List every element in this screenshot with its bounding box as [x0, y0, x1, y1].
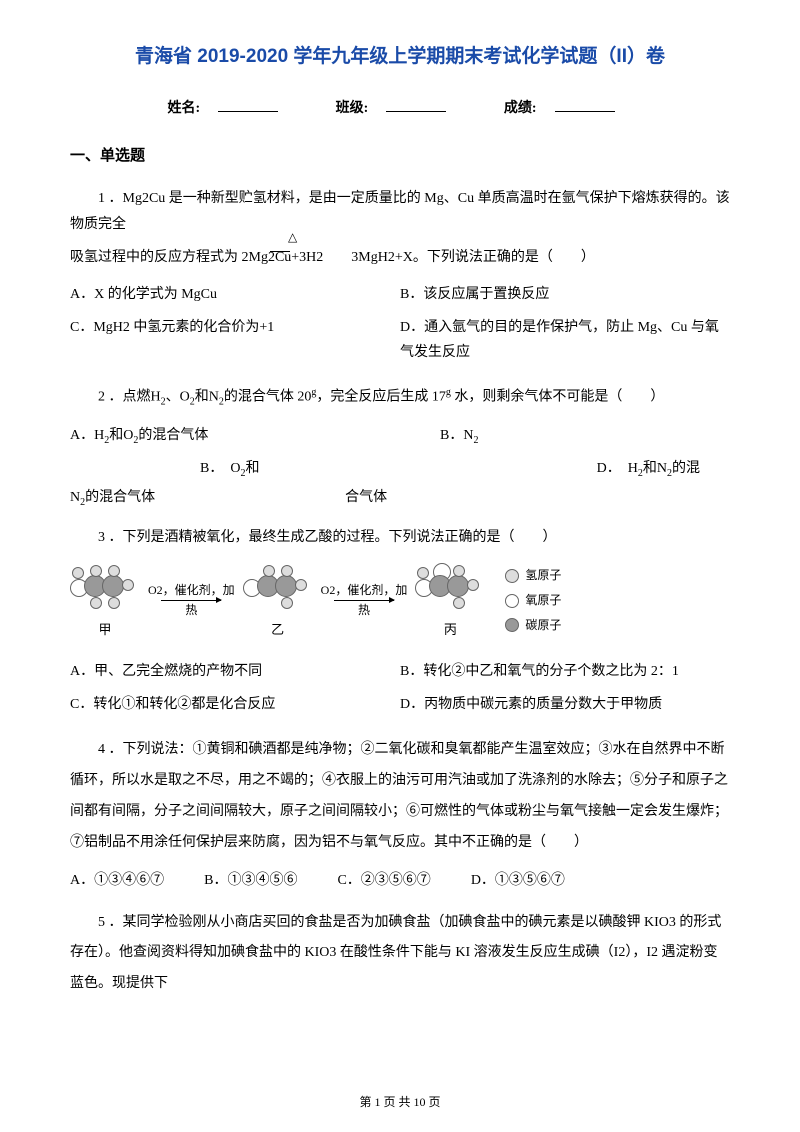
q4-options: A．①③④⑥⑦ B．①③④⑤⑥ C．②③⑤⑥⑦ D．①③⑤⑥⑦: [70, 868, 730, 893]
q3-opt-a: A．甲、乙完全燃烧的产物不同: [70, 655, 400, 688]
question-2: 2 ．点燃H2、O2和N2的混合气体 20g，完全反应后生成 17g 水，则剩余…: [70, 384, 730, 512]
q2-opt-b: B．N2: [400, 423, 730, 450]
q4-opt-d: D．①③⑤⑥⑦: [471, 868, 565, 893]
question-3: 3 ．下列是酒精被氧化，最终生成乙酸的过程。下列说法正确的是（ ） 甲 O2，催…: [70, 525, 730, 721]
q1-options: A．X 的化学式为 MgCu B．该反应属于置换反应 C．MgH2 中氢元素的化…: [70, 278, 730, 370]
name-blank: [218, 111, 278, 112]
arrow-1: O2，催化剂，加 热: [148, 583, 235, 619]
molecule-jia: 甲: [70, 561, 140, 641]
q3-opt-c: C．转化①和转化②都是化合反应: [70, 688, 400, 721]
q2-n2-suffix: N2的混合气体: [70, 485, 155, 512]
q3-opt-d: D．丙物质中碳元素的质量分数大于甲物质: [400, 688, 730, 721]
q2-options-row1: A．H2和O2的混合气体 B．N2: [70, 423, 730, 450]
q1-stem: 1 ．Mg2Cu 是一种新型贮氢材料，是由一定质量比的 Mg、Cu 单质高温时在…: [70, 186, 730, 236]
q4-opt-a: A．①③④⑥⑦: [70, 868, 164, 893]
class-blank: [386, 111, 446, 112]
q4-stem: 4 ．下列说法：①黄铜和碘酒都是纯净物；②二氧化碳和臭氧都能产生温室效应；③水在…: [70, 735, 730, 858]
q4-opt-c: C．②③⑤⑥⑦: [337, 868, 430, 893]
q1-opt-b: B．该反应属于置换反应: [400, 278, 730, 311]
molecule-yi: 乙: [243, 561, 313, 641]
q1-opt-c: C．MgH2 中氢元素的化合价为+1: [70, 311, 400, 369]
arrow-2: O2，催化剂，加 热: [321, 583, 408, 619]
q3-opt-b: B．转化②中乙和氧气的分子个数之比为 2：1: [400, 655, 730, 688]
q2-opt-d: D． H2和N2的混: [460, 456, 730, 483]
q2-options-row2: B． O2和 D． H2和N2的混: [70, 456, 730, 483]
q2-options-row3: N2的混合气体 合气体: [70, 485, 730, 512]
question-4: 4 ．下列说法：①黄铜和碘酒都是纯净物；②二氧化碳和臭氧都能产生温室效应；③水在…: [70, 735, 730, 893]
molecule-bing: 丙: [415, 561, 485, 641]
q2-stem: 2 ．点燃H2、O2和N2的混合气体 20g，完全反应后生成 17g 水，则剩余…: [70, 384, 730, 411]
q3-options: A．甲、乙完全燃烧的产物不同 B．转化②中乙和氧气的分子个数之比为 2：1 C．…: [70, 655, 730, 721]
name-label: 姓名:: [167, 101, 200, 116]
score-label: 成绩:: [504, 101, 537, 116]
delta-symbol: △: [288, 227, 297, 249]
question-5: 5 ．某同学检验刚从小商店买回的食盐是否为加碘食盐（加碘食盐中的碘元素是以碘酸钾…: [70, 908, 730, 1000]
atom-legend: 氢原子 氧原子 碳原子: [505, 565, 561, 636]
section-title-1: 一、单选题: [70, 143, 730, 170]
q1-opt-a: A．X 的化学式为 MgCu: [70, 278, 400, 311]
q4-opt-b: B．①③④⑤⑥: [204, 868, 297, 893]
page-footer: 第 1 页 共 10 页: [0, 1092, 800, 1114]
q3-diagram: 甲 O2，催化剂，加 热 乙 O2，催化剂，加 热: [70, 561, 730, 641]
student-info-line: 姓名: 班级: 成绩:: [70, 96, 730, 121]
q1-opt-d: D．通入氩气的目的是作保护气，防止 Mg、Cu 与氧气发生反应: [400, 311, 730, 369]
q3-stem: 3 ．下列是酒精被氧化，最终生成乙酸的过程。下列说法正确的是（ ）: [70, 525, 730, 550]
page-title: 青海省 2019-2020 学年九年级上学期期末考试化学试题（II）卷: [70, 40, 730, 74]
q1-stem-cont: △ 吸氢过程中的反应方程式为 2Mg2Cu+3H2 3MgH2+X。下列说法正确…: [70, 245, 730, 270]
score-blank: [555, 111, 615, 112]
class-label: 班级:: [336, 101, 369, 116]
q2-opt-a: A．H2和O2的混合气体: [70, 423, 360, 450]
q5-stem: 5 ．某同学检验刚从小商店买回的食盐是否为加碘食盐（加碘食盐中的碘元素是以碘酸钾…: [70, 908, 730, 1000]
question-1: 1 ．Mg2Cu 是一种新型贮氢材料，是由一定质量比的 Mg、Cu 单质高温时在…: [70, 186, 730, 369]
q2-opt-c-suffix: 合气体: [345, 485, 387, 512]
q2-opt-c: B． O2和: [200, 456, 440, 483]
